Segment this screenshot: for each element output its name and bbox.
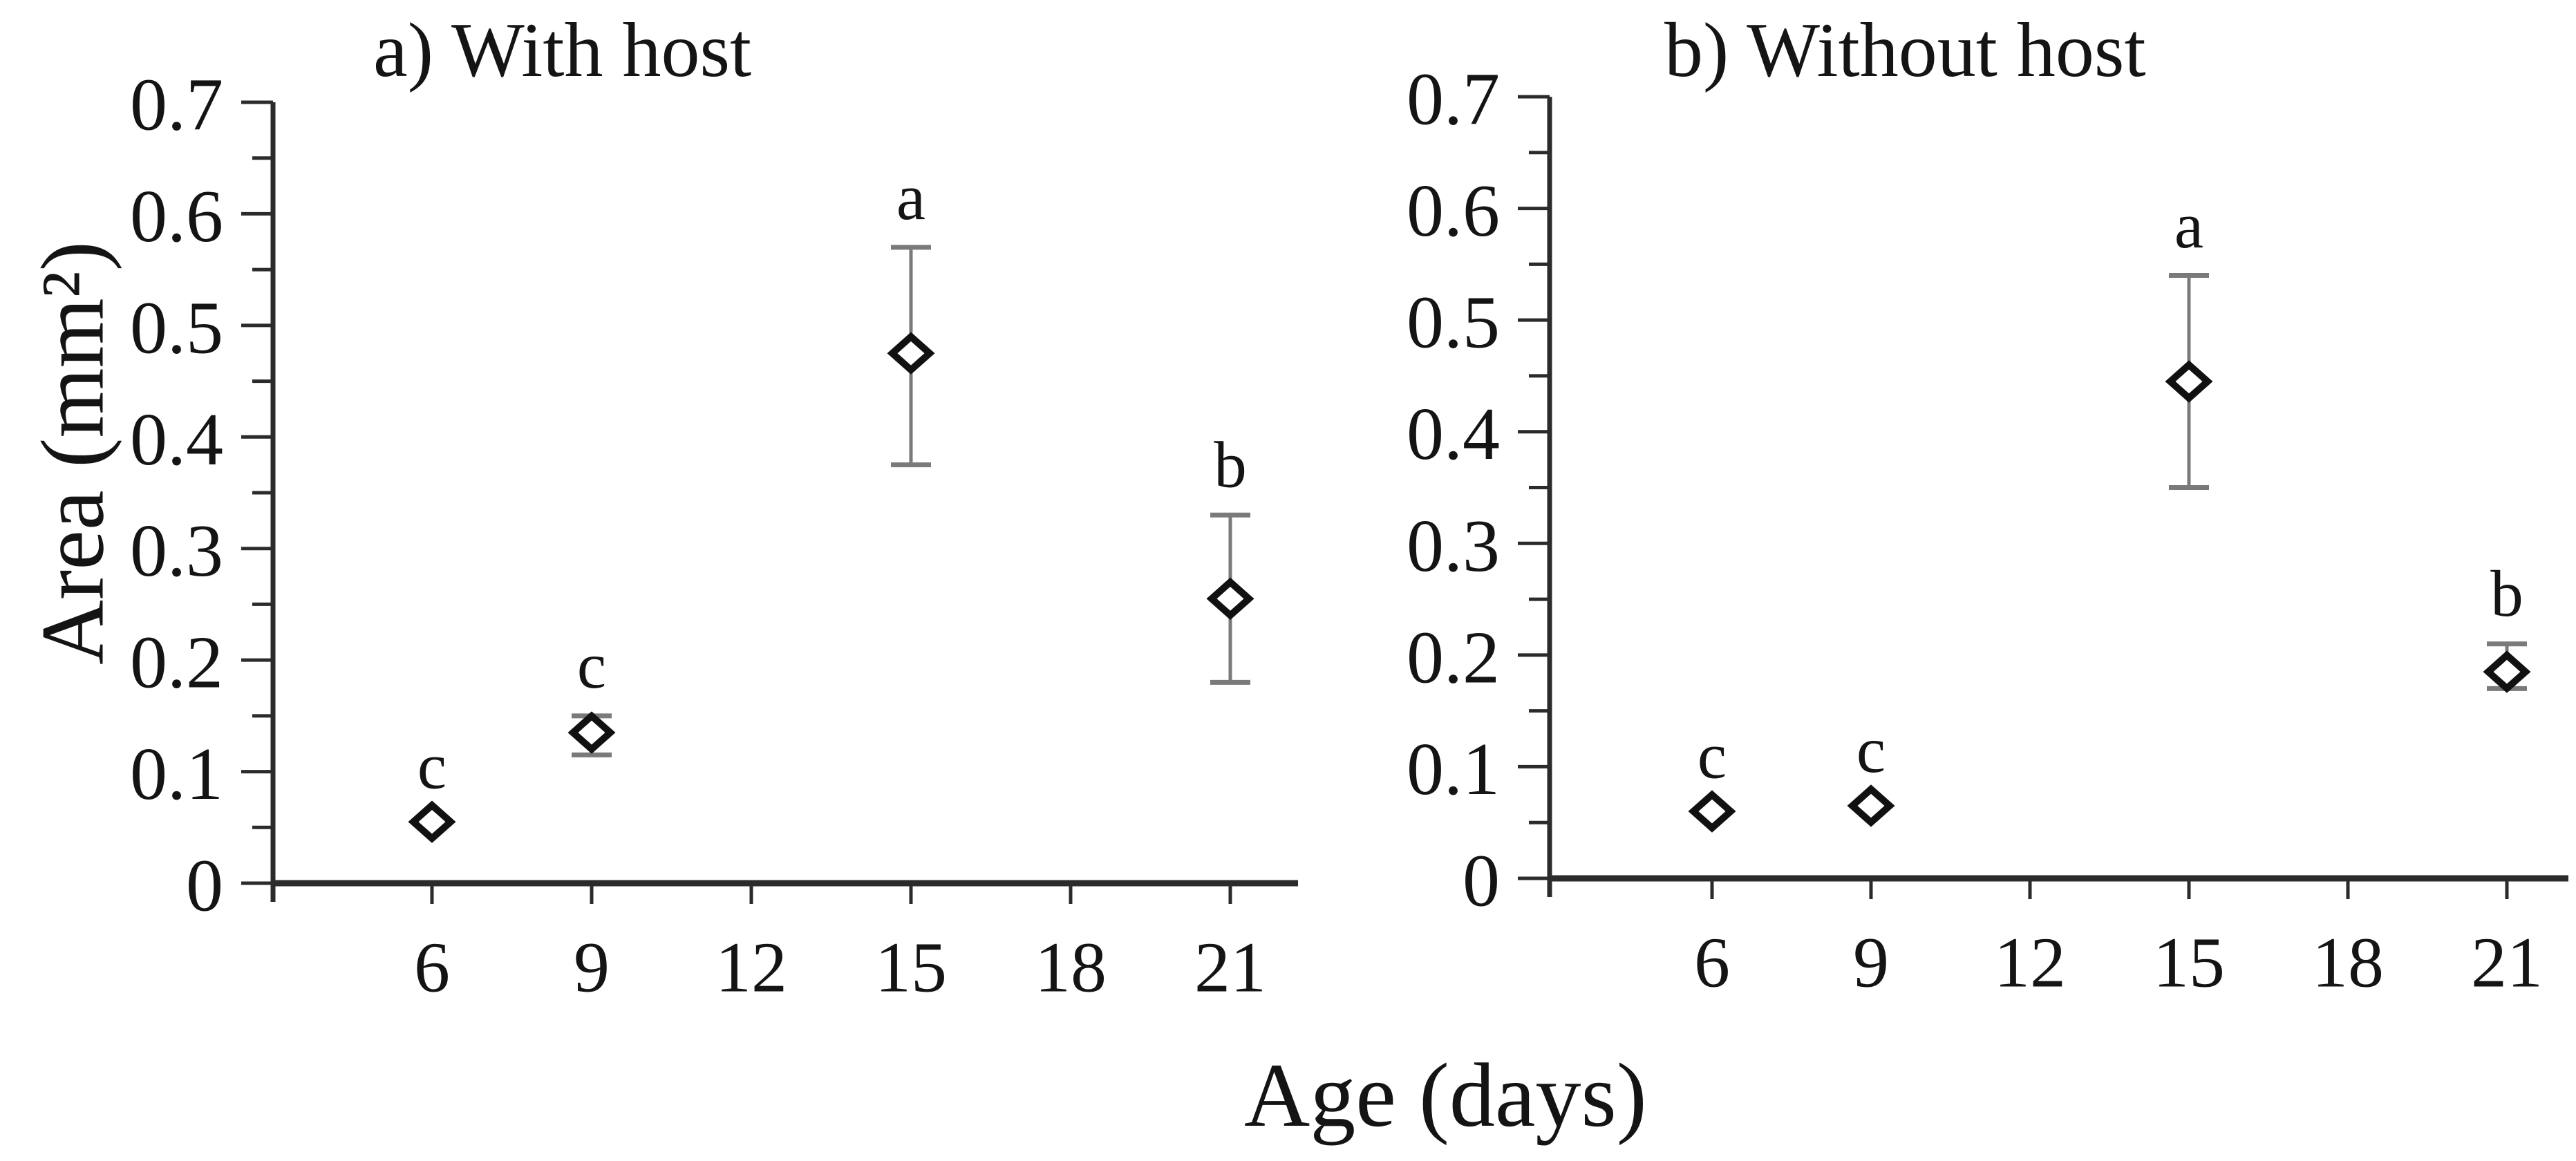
- y-tick-label-a: 0.7: [130, 64, 223, 147]
- x-tick-label-b: 15: [2153, 923, 2225, 1003]
- x-tick-label-a: 21: [1194, 928, 1266, 1008]
- significance-letter-a: a: [896, 160, 925, 234]
- x-axis-title: Age (days): [1244, 1044, 1647, 1146]
- x-tick-label-b: 12: [1994, 923, 2066, 1003]
- significance-letter-b: c: [1856, 713, 1886, 786]
- y-tick-label-a: 0.1: [130, 733, 223, 815]
- panel-b-title: b) Without host: [1664, 8, 2146, 93]
- y-tick-label-a: 0.4: [130, 399, 223, 481]
- y-tick-label-b: 0.2: [1407, 616, 1500, 699]
- panel-a-title: a) With host: [373, 8, 752, 93]
- y-tick-label-a: 0.3: [130, 510, 223, 592]
- y-tick-label-b: 0.4: [1407, 393, 1500, 475]
- x-tick-label-a: 6: [414, 928, 450, 1008]
- data-point-marker-b: [2165, 360, 2213, 403]
- y-tick-label-b: 0.1: [1407, 728, 1500, 811]
- x-tick-label-b: 9: [1853, 923, 1889, 1003]
- y-tick-label-b: 0.6: [1407, 170, 1500, 252]
- significance-letter-a: b: [1214, 428, 1247, 502]
- x-tick-label-a: 12: [715, 928, 787, 1008]
- y-tick-label-a: 0.5: [130, 287, 223, 369]
- x-tick-label-a: 9: [574, 928, 610, 1008]
- significance-letter-a: c: [417, 730, 446, 803]
- data-point-marker-a: [887, 332, 935, 375]
- y-axis-title: Area (mm²): [23, 241, 123, 665]
- x-tick-label-b: 21: [2471, 923, 2543, 1003]
- significance-letter-a: c: [577, 629, 606, 702]
- y-tick-label-b: 0.7: [1407, 59, 1500, 141]
- y-tick-label-a: 0.2: [130, 622, 223, 704]
- data-point-marker-a: [567, 711, 616, 754]
- significance-letter-b: c: [1698, 719, 1727, 792]
- x-tick-label-a: 18: [1035, 928, 1107, 1008]
- y-tick-label-a: 0: [186, 845, 223, 927]
- y-tick-label-b: 0: [1463, 840, 1500, 923]
- y-tick-label-a: 0.6: [130, 176, 223, 258]
- data-point-marker-a: [408, 800, 456, 843]
- data-point-marker-b: [1688, 790, 1736, 833]
- significance-letter-b: a: [2174, 189, 2203, 262]
- y-tick-label-b: 0.5: [1407, 282, 1500, 364]
- significance-letter-b: b: [2490, 557, 2523, 630]
- data-point-marker-b: [2483, 650, 2531, 693]
- data-point-marker-b: [1847, 784, 1895, 827]
- data-point-marker-a: [1206, 577, 1254, 621]
- x-tick-label-b: 18: [2312, 923, 2384, 1003]
- x-tick-label-b: 6: [1694, 923, 1730, 1003]
- y-tick-label-b: 0.3: [1407, 505, 1500, 587]
- x-tick-label-a: 15: [875, 928, 947, 1008]
